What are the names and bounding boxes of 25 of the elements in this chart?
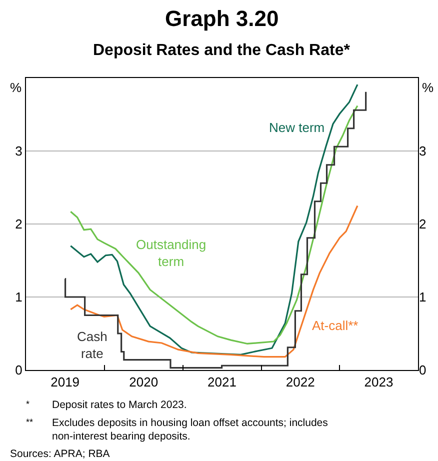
series-label: Cash rate [77,329,108,361]
series-label: At-call** [312,318,358,333]
chart-subtitle: Deposit Rates and the Cash Rate* [93,42,351,59]
y-tick-label: 3 [15,144,22,159]
y2-axis-title: % [422,80,434,95]
x-tick-label: 2022 [286,374,315,390]
y2-tick-label: 0 [419,362,426,378]
y2-tick-label: 1 [419,290,426,305]
y-tick-label: 0 [15,362,22,378]
line-series [70,204,358,358]
source-note: Sources: APRA; RBA [10,448,110,460]
text: ** Excludes deposits in housing loan offset accounts; includes non-interest bearing deposits. [26,417,328,443]
series-label: New term [269,120,325,135]
y2-tick-label: 2 [419,216,426,232]
y2-tick-label: 3 [419,144,426,159]
x-tick-label: 2019 [50,374,80,390]
y-axis-title: % [10,80,22,95]
chart-title: Graph 3.20 [165,6,279,31]
x-tick-label: 2021 [208,374,236,390]
y-tick-label: 1 [15,290,22,305]
x-tick-label: 2023 [364,374,394,390]
text: * Deposit rates to March 2023. [26,399,187,411]
x-tick-label: 2020 [129,374,158,390]
y-tick-label: 2 [15,216,22,232]
series-label: Outstanding term [136,237,206,269]
